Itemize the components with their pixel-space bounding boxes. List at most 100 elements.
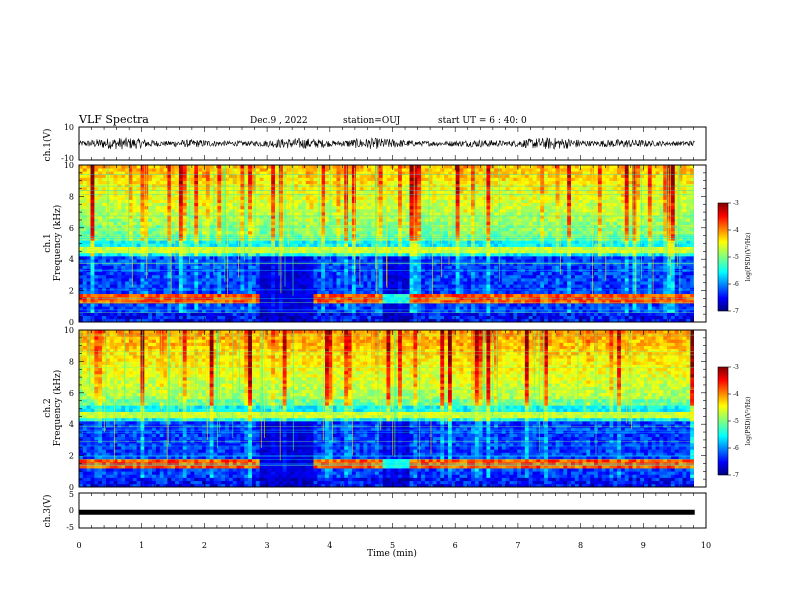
spectrogram-cell <box>267 284 272 288</box>
spectrogram-cell <box>152 237 157 241</box>
spectrogram-cell <box>140 186 145 191</box>
spectrogram-cell <box>251 165 257 169</box>
spectrogram-cell <box>167 177 172 181</box>
spectrogram-cell <box>209 262 214 266</box>
spectrogram-cell <box>132 165 137 169</box>
spectrogram-cell <box>155 215 161 219</box>
spectrogram-cell <box>313 240 318 244</box>
spectrogram-cell <box>113 300 118 304</box>
spectrogram-cell <box>125 312 130 317</box>
spectrogram-cell <box>413 315 418 320</box>
spectrogram-cell <box>336 274 341 279</box>
spectrogram-cell <box>378 256 383 260</box>
spectrogram-cell <box>432 271 437 276</box>
spectrogram-cell <box>386 256 391 260</box>
spectrogram-cell <box>236 306 241 310</box>
spectrogram-cell <box>136 256 141 260</box>
spectrogram-cell <box>367 268 372 273</box>
spectrogram-cell <box>413 262 418 266</box>
spectrogram-cell <box>128 180 134 185</box>
spectrogram-cell <box>440 205 445 210</box>
spectrogram-cell <box>428 168 433 172</box>
spectrogram-cell <box>413 303 418 307</box>
spectrogram-cell <box>359 218 364 222</box>
spectrogram-cell <box>217 252 222 257</box>
spectrogram-cell <box>167 278 172 282</box>
spectrogram-cell <box>309 256 314 260</box>
spectrogram-cell <box>267 165 272 169</box>
spectrogram-cell <box>309 177 314 181</box>
spectrogram-cell <box>332 199 337 203</box>
spectrogram-cell <box>325 180 330 185</box>
spectrogram-cell <box>186 303 191 307</box>
spectrogram-cell <box>290 274 295 279</box>
spectrogram-cell <box>113 180 118 185</box>
spectrogram-cell <box>117 215 122 219</box>
spectrogram-cell <box>217 315 222 320</box>
spectrogram-cell <box>205 227 210 232</box>
spectrogram-cell <box>290 212 295 216</box>
spectrogram-cell <box>105 252 111 257</box>
spectrogram-cell <box>82 199 87 203</box>
spectrogram-cell <box>409 180 414 185</box>
spectrogram-cell <box>163 271 168 276</box>
spectrogram-cell <box>271 190 276 194</box>
spectrogram-cell <box>217 208 222 213</box>
spectrogram-cell <box>336 303 341 307</box>
spectrogram-cell <box>321 318 326 322</box>
spectrogram-cell <box>240 306 245 310</box>
spectrogram-cell <box>159 259 164 263</box>
spectrogram-cell <box>448 290 453 295</box>
spectrogram-cell <box>398 230 403 235</box>
spectrogram-cell <box>98 265 103 269</box>
spectrogram-cell <box>163 205 168 210</box>
spectrogram-cell <box>348 268 353 273</box>
spectrogram-cell <box>90 271 95 276</box>
spectrogram-cell <box>236 303 241 307</box>
spectrogram-cell <box>125 174 130 178</box>
spectrogram-cell <box>451 246 456 251</box>
spectrogram-cell <box>367 284 372 288</box>
spectrogram-cell <box>190 174 195 178</box>
spectrogram-cell <box>386 268 391 273</box>
spectrogram-cell <box>390 259 395 263</box>
spectrogram-cell <box>178 205 184 210</box>
spectrogram-cell <box>255 230 260 235</box>
spectrogram-cell <box>332 221 337 225</box>
spectrogram-cell <box>263 300 268 304</box>
spectrogram-cell <box>275 259 280 263</box>
spectrogram-cell <box>136 243 141 247</box>
spectrogram-cell <box>405 180 410 185</box>
spectrogram-cell <box>371 303 376 307</box>
spectrogram-cell <box>363 249 368 254</box>
spectrogram-cell <box>448 312 453 317</box>
spectrogram-cell <box>275 177 280 181</box>
spectrogram-cell <box>251 249 257 254</box>
spectrogram-cell <box>301 227 307 232</box>
spectrogram-cell <box>244 315 249 320</box>
spectrogram-cell <box>448 218 453 222</box>
spectrogram-cell <box>271 168 276 172</box>
spectrogram-cell <box>301 218 307 222</box>
spectrogram-cell <box>424 199 430 203</box>
spectrogram-cell <box>444 218 449 222</box>
spectrogram-cell <box>294 208 299 213</box>
spectrogram-cell <box>140 287 145 291</box>
spectrogram-cell <box>305 268 310 273</box>
spectrogram-cell <box>244 300 249 304</box>
spectrogram-cell <box>136 186 141 191</box>
spectrogram-cell <box>175 290 180 295</box>
spectrogram-cell <box>359 224 364 229</box>
spectrogram-cell <box>332 205 337 210</box>
spectrogram-cell <box>436 300 441 304</box>
spectrogram-cell <box>132 234 137 238</box>
spectrogram-cell <box>386 290 391 295</box>
spectrogram-cell <box>298 180 303 185</box>
spectrogram-cell <box>313 252 318 257</box>
spectrogram-cell <box>382 208 387 213</box>
spectrogram-cell <box>309 215 314 219</box>
spectrogram-cell <box>398 215 403 219</box>
spectrogram-cell <box>290 268 295 273</box>
spectrogram-cell <box>175 174 180 178</box>
spectrogram-cell <box>175 208 180 213</box>
